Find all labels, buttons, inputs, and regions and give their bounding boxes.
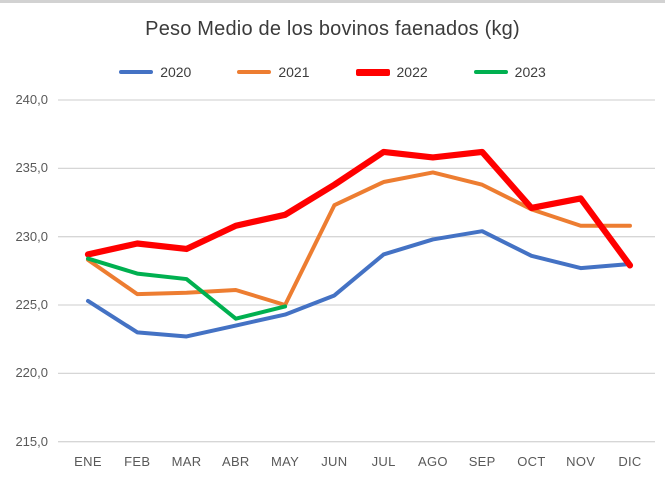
y-tick-label: 240,0 xyxy=(15,92,48,107)
x-tick-label-ENE: ENE xyxy=(74,454,102,469)
legend-label: 2023 xyxy=(514,64,546,80)
legend-item-2021: 2021 xyxy=(237,64,310,80)
y-tick-label: 220,0 xyxy=(15,365,48,381)
x-tick-label-AGO: AGO xyxy=(417,454,448,469)
x-tick-label-JUL: JUL xyxy=(371,454,396,469)
series-line-2020 xyxy=(86,229,632,339)
legend-line-swatch xyxy=(237,69,272,75)
legend-line-swatch xyxy=(355,68,390,76)
x-tick-label-MAY: MAY xyxy=(271,454,300,469)
x-tick-label-SEP: SEP xyxy=(468,454,496,469)
series-line-2023 xyxy=(86,256,288,321)
x-tick-label-ABR: ABR xyxy=(221,454,250,469)
legend-line-swatch xyxy=(473,69,508,75)
legend-label: 2021 xyxy=(278,64,310,80)
window-top-border xyxy=(0,0,665,3)
y-tick-label: 235,0 xyxy=(15,160,48,176)
legend-item-2022: 2022 xyxy=(355,64,428,80)
legend-line-swatch xyxy=(119,69,154,75)
chart-title: Peso Medio de los bovinos faenados (kg) xyxy=(145,18,520,40)
legend-label: 2022 xyxy=(396,64,428,80)
series-line-2022 xyxy=(84,148,634,269)
y-tick-label: 230,0 xyxy=(15,228,48,244)
x-tick-label-MAR: MAR xyxy=(171,454,202,469)
chart-legend: 2020 2021 2022 2023 xyxy=(0,64,665,80)
series-line-2021 xyxy=(86,170,632,308)
legend-item-2020: 2020 xyxy=(119,64,191,80)
x-tick-label-DIC: DIC xyxy=(618,454,642,469)
y-tick-label: 225,0 xyxy=(15,297,48,313)
legend-label: 2020 xyxy=(160,64,192,80)
x-tick-label-NOV: NOV xyxy=(566,454,596,469)
y-tick-label: 215,0 xyxy=(15,433,48,449)
x-tick-label-OCT: OCT xyxy=(517,454,546,469)
legend-item-2023: 2023 xyxy=(473,64,546,80)
x-tick-label-FEB: FEB xyxy=(124,454,151,469)
x-tick-label-JUN: JUN xyxy=(321,454,348,469)
